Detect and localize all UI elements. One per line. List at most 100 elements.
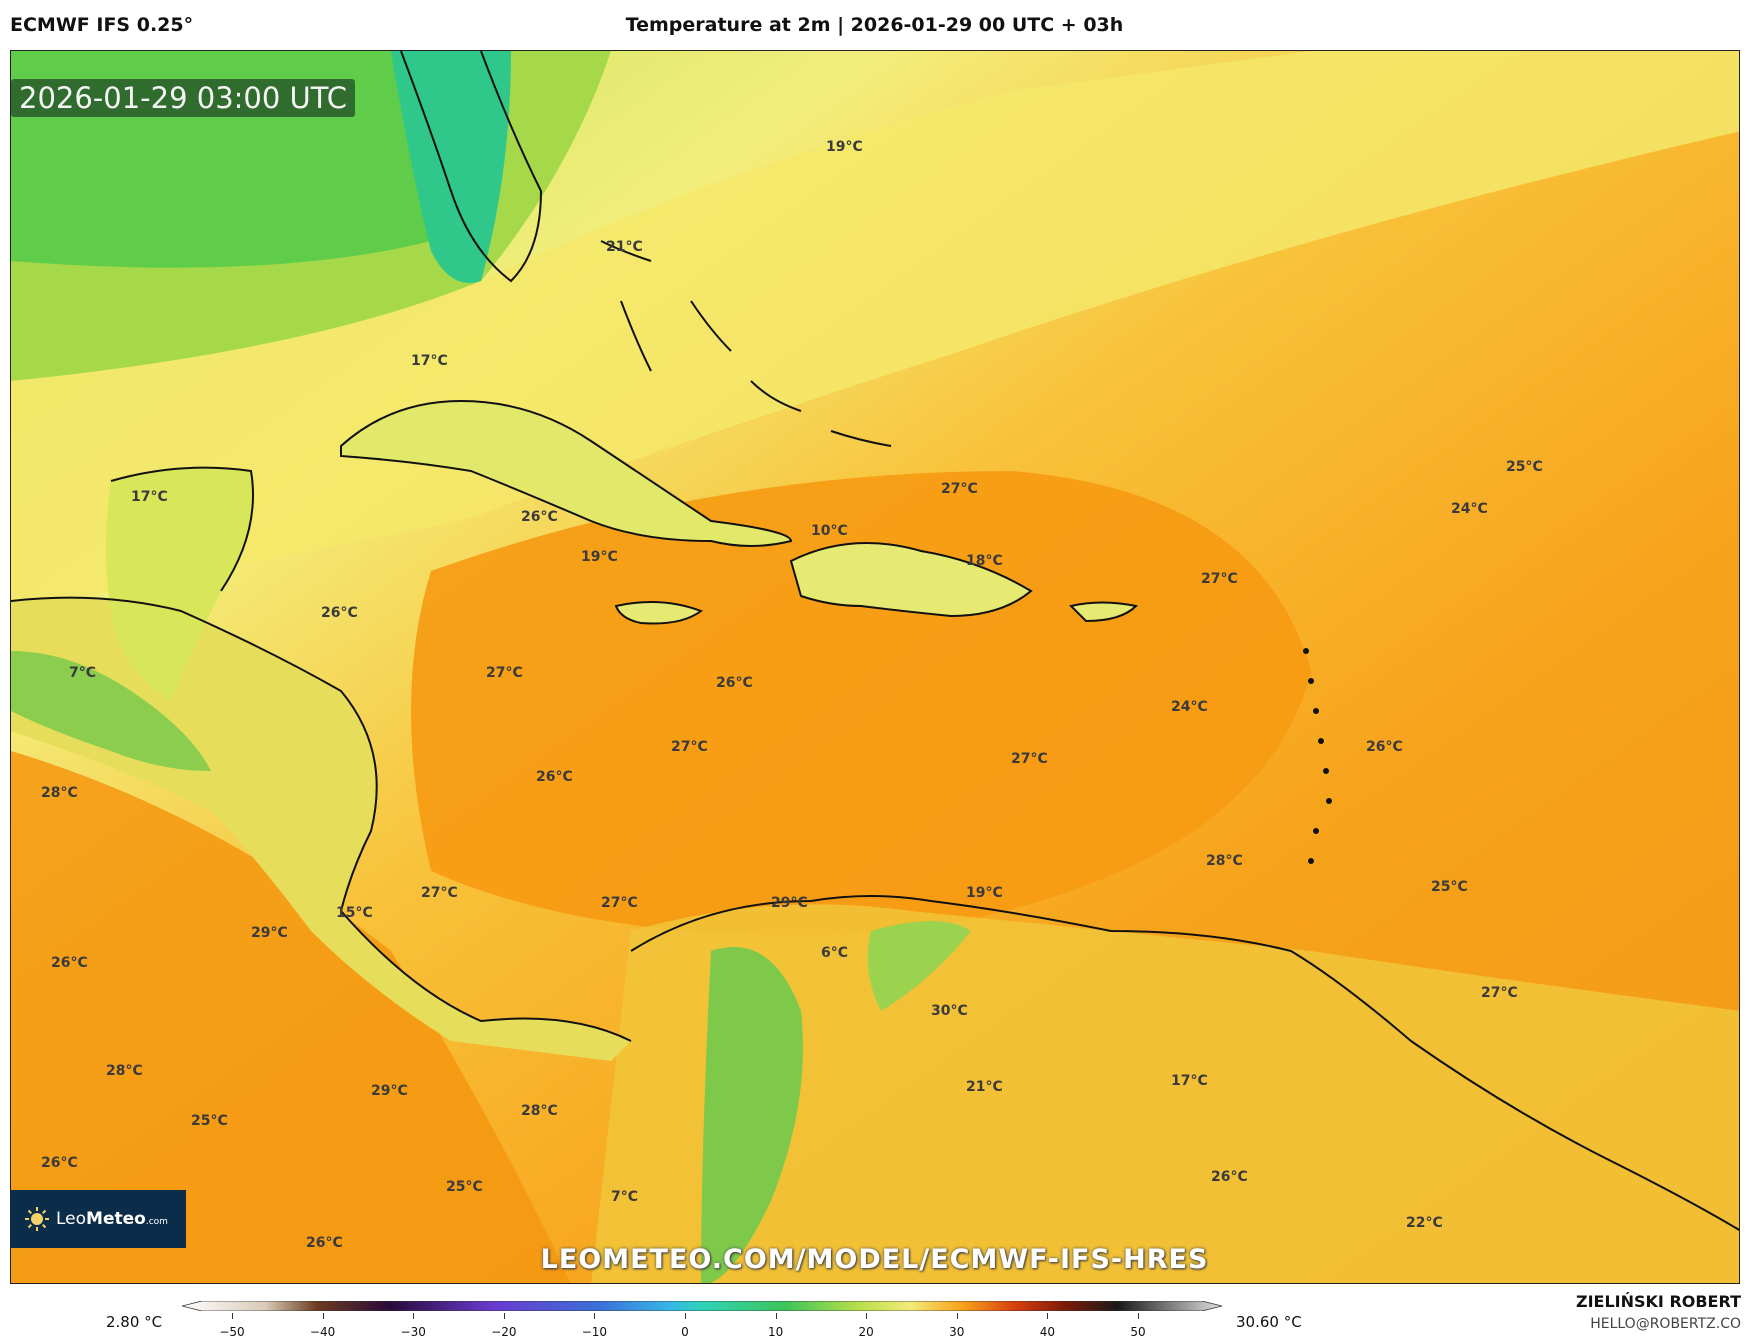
colorbar-tick-label: 10 — [767, 1325, 784, 1339]
colorbar-tick-mark — [322, 1313, 324, 1319]
author-name: ZIELIŃSKI ROBERT — [1575, 1292, 1741, 1311]
south-america-coastline — [630, 895, 1739, 1231]
warm-caribbean-core — [411, 471, 1311, 935]
temp-label: 26°C — [1366, 739, 1403, 755]
sun-icon — [25, 1207, 49, 1231]
colorbar-tick-mark — [503, 1313, 505, 1319]
colorbar-tick-label: −50 — [219, 1325, 245, 1339]
temp-label: 6°C — [821, 945, 848, 961]
source-url-watermark: LEOMETEO.COM/MODEL/ECMWF-IFS-HRES — [540, 1244, 1209, 1275]
temp-label: 19°C — [966, 885, 1003, 901]
guatemala-highlands-cold — [11, 651, 211, 771]
chart-title: Temperature at 2m | 2026-01-29 00 UTC + … — [625, 14, 1124, 36]
yucatan-land — [106, 467, 253, 701]
temp-label: 26°C — [51, 955, 88, 971]
andes-cold-strip — [701, 947, 804, 1283]
florida-coastline — [400, 51, 543, 283]
yucatan-coastline — [110, 466, 254, 592]
temp-label: 25°C — [191, 1113, 228, 1129]
colorbar-tick-mark — [1047, 1313, 1049, 1319]
temp-label: 24°C — [1171, 699, 1208, 715]
colorbar-tick-label: 40 — [1039, 1325, 1056, 1339]
temp-label: 27°C — [421, 885, 458, 901]
model-name: ECMWF IFS 0.25° — [10, 14, 194, 36]
temp-label: 24°C — [1451, 501, 1488, 517]
temp-label: 28°C — [1206, 853, 1243, 869]
colorbar-tick-label: 30 — [949, 1325, 965, 1339]
author-email[interactable]: HELLO@ROBERTZ.CO — [1590, 1316, 1741, 1332]
temperature-colorbar — [182, 1301, 1222, 1311]
temp-label: 28°C — [106, 1063, 143, 1079]
colorbar-tick-mark — [1138, 1313, 1139, 1319]
colorbar-tick-mark — [775, 1313, 777, 1319]
lesser-antilles — [1303, 648, 1332, 864]
colorbar-tick-mark — [866, 1313, 868, 1319]
temp-label: 29°C — [251, 925, 288, 941]
logo-text: LeoMeteo.com — [56, 1209, 168, 1229]
central-america-coastline — [11, 596, 632, 1042]
temp-label: 28°C — [41, 785, 78, 801]
temp-label: 29°C — [771, 895, 808, 911]
temp-label: 7°C — [69, 665, 96, 681]
temp-label: 27°C — [671, 739, 708, 755]
colorbar-tick-label: −20 — [491, 1325, 517, 1339]
temp-label: 26°C — [716, 675, 753, 691]
temp-label: 21°C — [966, 1079, 1003, 1095]
temp-label: 10°C — [811, 523, 848, 539]
temp-label: 27°C — [486, 665, 523, 681]
temp-label: 30°C — [931, 1003, 968, 1019]
temp-label: 27°C — [1011, 751, 1048, 767]
hispaniola-island — [789, 542, 1033, 618]
central-america-land — [11, 597, 631, 1061]
temp-label: 27°C — [1201, 571, 1238, 587]
temp-label: 26°C — [536, 769, 573, 785]
temp-label: 25°C — [446, 1179, 483, 1195]
temp-label: 17°C — [411, 353, 448, 369]
colorbar-tick-label: 0 — [681, 1325, 689, 1339]
cuba-island — [340, 399, 793, 547]
temp-label: 18°C — [966, 553, 1003, 569]
temp-label: 21°C — [606, 239, 643, 255]
mild-band — [11, 51, 1739, 611]
temp-label: 27°C — [941, 481, 978, 497]
colorbar-tick-label: −10 — [581, 1325, 608, 1339]
colorbar-tick-label: 20 — [858, 1325, 874, 1339]
colorbar-tick-label: 50 — [1130, 1325, 1146, 1339]
temp-label: 22°C — [1406, 1215, 1443, 1231]
temp-label: 26°C — [521, 509, 558, 525]
temp-label: 17°C — [1171, 1073, 1208, 1089]
map-canvas: 19°C 21°C 17°C 17°C 26°C 19°C 10°C 27°C … — [11, 51, 1739, 1283]
legend-max-value: 30.60 °C — [1236, 1313, 1302, 1331]
colorbar-tick-mark — [413, 1313, 415, 1319]
temp-label: 29°C — [371, 1083, 408, 1099]
temp-label: 26°C — [41, 1155, 78, 1171]
temp-label: 19°C — [826, 139, 863, 155]
warm-pacific — [11, 751, 571, 1283]
temp-label: 26°C — [321, 605, 358, 621]
valid-time-badge: 2026-01-29 03:00 UTC — [11, 79, 356, 117]
colorbar-tick-label: −40 — [309, 1325, 336, 1339]
temperature-map[interactable]: 19°C 21°C 17°C 17°C 26°C 19°C 10°C 27°C … — [10, 50, 1740, 1284]
temp-label: 27°C — [601, 895, 638, 911]
jamaica-island — [614, 601, 704, 625]
temp-label: 19°C — [581, 549, 618, 565]
temp-label: 26°C — [1211, 1169, 1248, 1185]
temp-label: 17°C — [131, 489, 168, 505]
legend-min-value: 2.80 °C — [106, 1313, 163, 1331]
leometeo-logo[interactable]: LeoMeteo.com — [10, 1190, 186, 1248]
andes-venezuela-cold — [867, 921, 971, 1011]
temp-label: 25°C — [1506, 459, 1543, 475]
temp-label: 15°C — [336, 905, 373, 921]
colorbar-tick-mark — [956, 1313, 958, 1319]
colorbar-tick-label: −30 — [400, 1325, 426, 1339]
cold-zone-florida-peninsula — [391, 51, 511, 283]
temp-label: 25°C — [1431, 879, 1468, 895]
temp-label: 27°C — [1481, 985, 1518, 1001]
puerto-rico-island — [1069, 601, 1139, 623]
colorbar-tick-mark — [232, 1313, 233, 1319]
colorbar-tick-mark — [594, 1313, 596, 1319]
bahamas-islands — [600, 240, 892, 447]
temp-label: 26°C — [306, 1235, 343, 1251]
temp-label: 28°C — [521, 1103, 558, 1119]
temp-label: 7°C — [611, 1189, 638, 1205]
